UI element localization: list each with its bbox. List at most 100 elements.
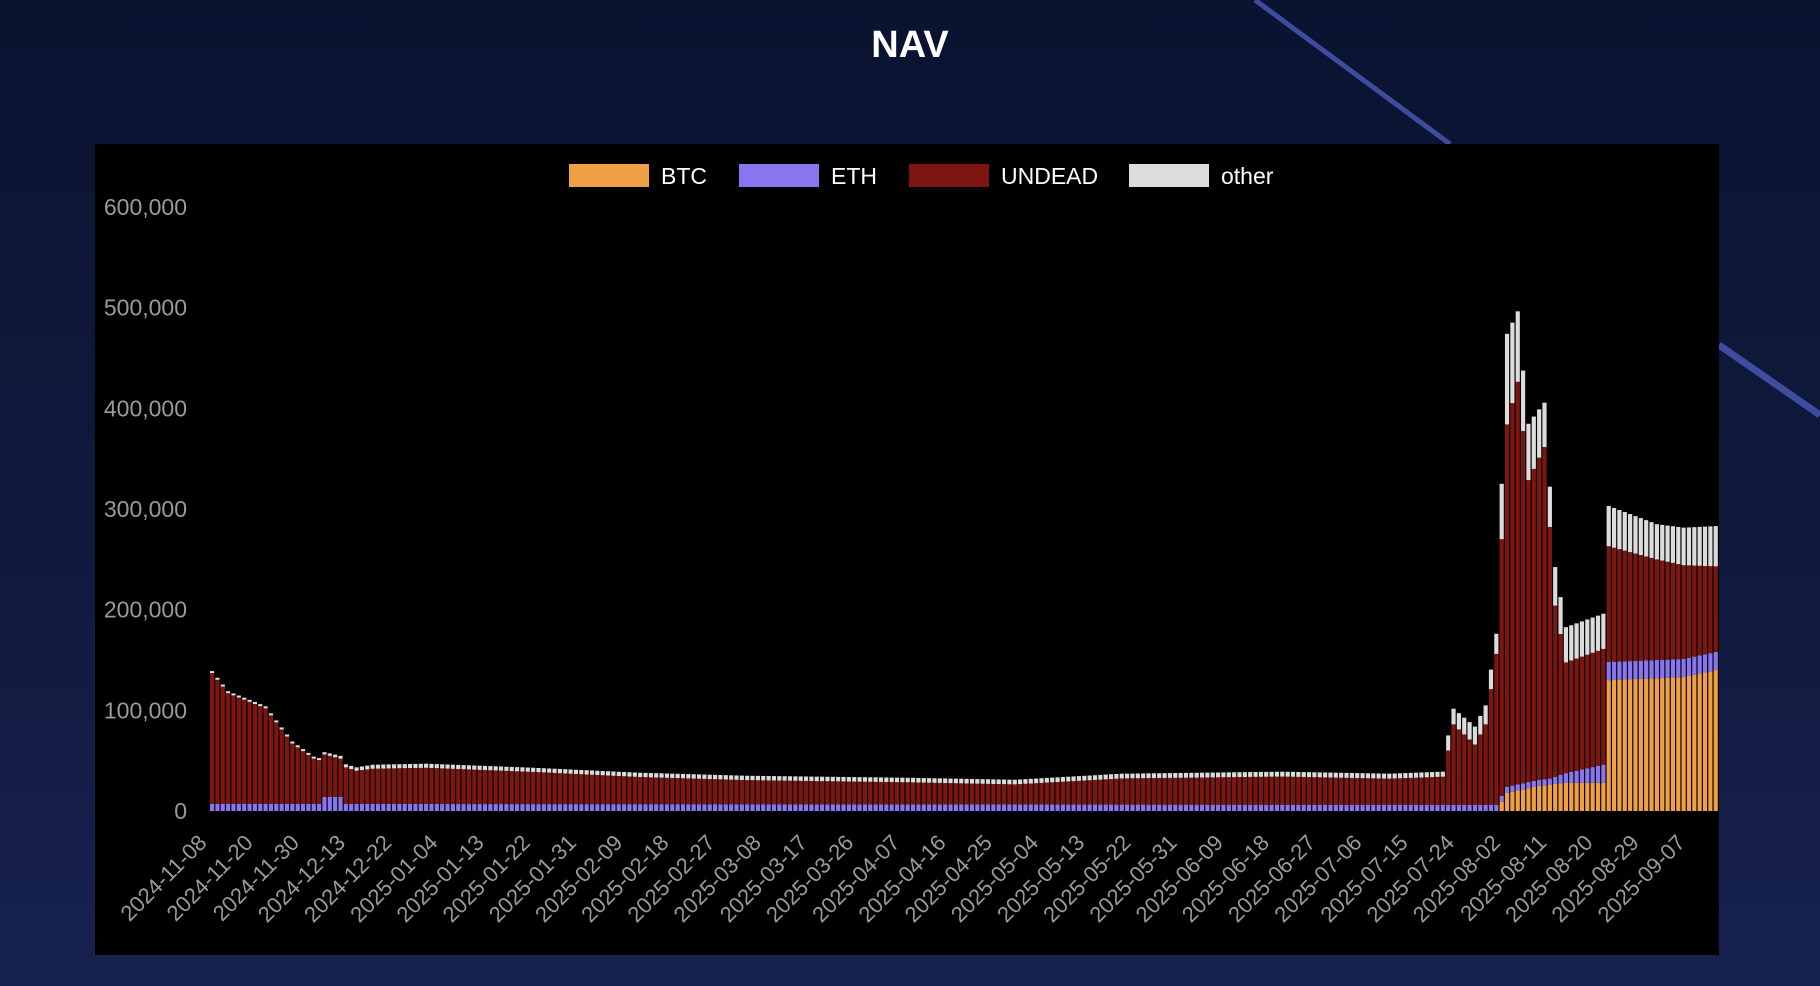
bar-eth bbox=[862, 804, 867, 811]
bar-undead bbox=[1119, 778, 1124, 805]
bar-other bbox=[1151, 773, 1156, 779]
bar-other bbox=[515, 767, 520, 772]
bar-eth bbox=[1585, 768, 1590, 783]
bar-eth bbox=[916, 804, 921, 811]
bar-undead bbox=[787, 780, 793, 805]
bar-undead bbox=[1569, 660, 1574, 772]
bar-eth bbox=[1328, 804, 1333, 811]
bar-undead bbox=[327, 755, 332, 797]
bar-other bbox=[1076, 776, 1082, 781]
bar-other bbox=[418, 763, 423, 768]
bar-other bbox=[884, 777, 889, 782]
bar-other bbox=[809, 776, 814, 781]
bar-undead bbox=[1055, 782, 1060, 805]
bar-eth bbox=[220, 803, 225, 811]
bar-eth bbox=[948, 804, 953, 811]
legend-swatch-eth[interactable] bbox=[739, 164, 819, 187]
page-title: NAV bbox=[871, 24, 949, 66]
bar-other bbox=[1435, 771, 1440, 777]
bar-other bbox=[1087, 775, 1092, 781]
bar-undead bbox=[1365, 778, 1370, 805]
bar-eth bbox=[1258, 804, 1263, 811]
legend-label-eth[interactable]: ETH bbox=[831, 163, 877, 189]
bar-other bbox=[734, 775, 739, 780]
bar-eth bbox=[675, 804, 680, 811]
bar-undead bbox=[991, 783, 996, 805]
bar-other bbox=[659, 773, 664, 778]
bar-undead bbox=[900, 782, 905, 805]
bar-undead bbox=[680, 778, 686, 805]
bar-btc bbox=[1654, 678, 1659, 811]
bar-other bbox=[1264, 771, 1269, 777]
bar-undead bbox=[1194, 777, 1199, 805]
bar-undead bbox=[322, 754, 327, 797]
y-tick-label: 600,000 bbox=[104, 194, 187, 220]
bar-other bbox=[975, 779, 980, 784]
legend-label-undead[interactable]: UNDEAD bbox=[1001, 163, 1098, 189]
bar-undead bbox=[1515, 381, 1520, 785]
bar-eth bbox=[1510, 785, 1515, 792]
bar-other bbox=[1585, 619, 1590, 655]
bar-other bbox=[354, 767, 359, 771]
bar-other bbox=[664, 773, 670, 778]
bar-eth bbox=[680, 804, 686, 811]
bar-undead bbox=[1708, 566, 1713, 654]
bar-eth bbox=[1082, 804, 1087, 811]
legend-swatch-undead[interactable] bbox=[909, 164, 989, 187]
bar-eth bbox=[798, 804, 803, 811]
legend-swatch-other[interactable] bbox=[1129, 164, 1209, 187]
bar-btc bbox=[1702, 672, 1708, 811]
bar-other bbox=[878, 777, 884, 782]
y-tick-label: 200,000 bbox=[104, 597, 187, 623]
bar-undead bbox=[1547, 526, 1552, 779]
bar-eth bbox=[1044, 804, 1049, 811]
bar-undead bbox=[1478, 734, 1483, 805]
bar-eth bbox=[397, 804, 402, 811]
bar-eth bbox=[242, 803, 247, 811]
bar-btc bbox=[1622, 679, 1627, 811]
bar-eth bbox=[1462, 804, 1467, 811]
bar-other bbox=[429, 763, 434, 768]
bar-other bbox=[1531, 416, 1536, 469]
bar-undead bbox=[493, 770, 498, 805]
bar-eth bbox=[1194, 804, 1199, 811]
bar-other bbox=[702, 774, 707, 779]
bar-other bbox=[1317, 772, 1322, 778]
bar-eth bbox=[488, 804, 493, 811]
bar-eth bbox=[1146, 804, 1151, 811]
bar-other bbox=[932, 778, 937, 783]
bar-other bbox=[1419, 772, 1424, 778]
bar-eth bbox=[809, 804, 814, 811]
bar-undead bbox=[306, 754, 311, 804]
bar-eth bbox=[1023, 804, 1028, 811]
legend-label-btc[interactable]: BTC bbox=[661, 163, 707, 189]
bar-undead bbox=[985, 783, 991, 805]
bar-eth bbox=[1167, 804, 1173, 811]
bar-other bbox=[948, 778, 953, 784]
bar-undead bbox=[1264, 776, 1269, 805]
bar-undead bbox=[1001, 784, 1007, 805]
bar-eth bbox=[284, 803, 290, 811]
legend-label-other[interactable]: other bbox=[1221, 163, 1274, 189]
bar-other bbox=[654, 773, 659, 778]
bar-other bbox=[333, 754, 338, 758]
legend-swatch-btc[interactable] bbox=[569, 164, 649, 187]
bar-eth bbox=[616, 804, 621, 811]
bar-other bbox=[889, 777, 894, 783]
bar-eth bbox=[611, 804, 616, 811]
bar-other bbox=[343, 764, 348, 768]
bar-other bbox=[1183, 772, 1189, 778]
bar-btc bbox=[1531, 787, 1536, 811]
bar-eth bbox=[504, 804, 509, 811]
bar-other bbox=[777, 776, 782, 781]
bar-undead bbox=[220, 686, 225, 804]
bar-other bbox=[1248, 772, 1253, 777]
bar-undead bbox=[852, 781, 857, 805]
bar-other bbox=[1269, 771, 1274, 777]
bar-undead bbox=[589, 774, 595, 805]
bar-undead bbox=[413, 767, 418, 805]
y-tick-label: 400,000 bbox=[104, 395, 187, 421]
bar-other bbox=[1387, 773, 1392, 779]
bar-undead bbox=[1007, 784, 1012, 805]
